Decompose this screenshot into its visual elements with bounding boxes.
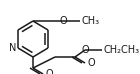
- Text: O: O: [81, 45, 89, 55]
- Text: O: O: [45, 69, 53, 74]
- Text: CH₂CH₃: CH₂CH₃: [104, 45, 140, 55]
- Text: O: O: [87, 58, 95, 68]
- Text: N: N: [9, 43, 16, 53]
- Text: O: O: [59, 16, 67, 26]
- Text: CH₃: CH₃: [82, 16, 100, 26]
